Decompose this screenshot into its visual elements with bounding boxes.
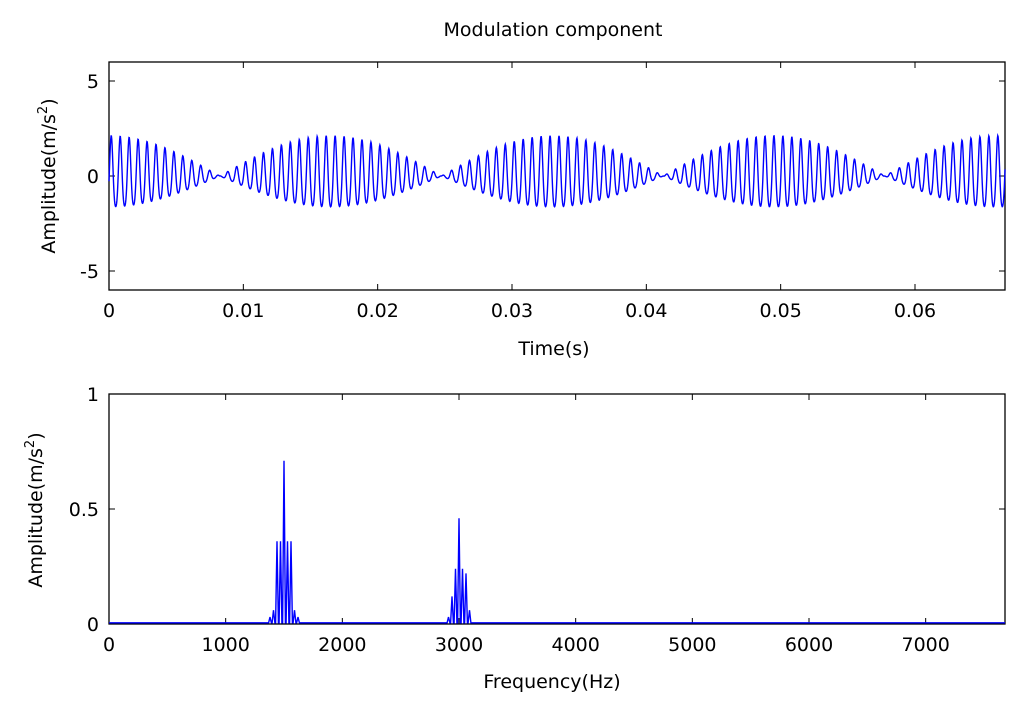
time-x-tick-label: 0.04: [625, 300, 667, 322]
time-x-ticks: 0 0.01 0.02 0.03 0.04 0.05 0.06: [103, 62, 936, 322]
spectrum-y-tick-label: 1: [87, 384, 99, 406]
time-y-tick-label: 0: [87, 166, 99, 188]
spectrum-x-tick-label: 0: [103, 634, 115, 656]
spectrum-plot-axes: [108, 393, 1006, 625]
time-plot: 0 0.01 0.02 0.03 0.04 0.05 0.06 -505 Time(s) A…: [36, 61, 1006, 360]
time-x-tick-label: 0.02: [357, 300, 399, 322]
time-y-axis-label: Amplitude(m/s2): [36, 98, 60, 253]
time-x-axis-label: Time(s): [517, 338, 589, 360]
time-y-tick-label: -5: [80, 261, 99, 283]
time-x-tick-label: 0: [103, 300, 115, 322]
spectrum-x-tick-label: 6000: [785, 634, 833, 656]
time-y-ticks: -5 0 5: [80, 71, 1005, 283]
time-x-tick-label: 0.06: [894, 300, 936, 322]
time-x-tick-label: 0.01: [222, 300, 264, 322]
spectrum-y-tick-label: 0.5: [69, 499, 99, 521]
spectrum-x-tick-label: 5000: [668, 634, 716, 656]
spectrum-x-tick-label: 1000: [201, 634, 249, 656]
spectrum-x-axis-label: Frequency(Hz): [483, 671, 620, 693]
spectrum-y-ticks: 00.51: [69, 384, 1005, 636]
spectrum-line: [109, 460, 1005, 624]
spectrum-x-tick-label: 3000: [435, 634, 483, 656]
spectrum-x-tick-label: 2000: [318, 634, 366, 656]
time-x-tick-label: 0.03: [491, 300, 533, 322]
spectrum-y-tick-label: 0: [87, 614, 99, 636]
spectrum-x-ticks: 0 1000 2000 3000 4000 5000 6000 7000: [103, 394, 950, 656]
spectrum-y-axis-label: Amplitude(m/s2): [23, 432, 47, 587]
figure-title: Modulation component: [444, 19, 663, 41]
time-signal-line: [108, 132, 1006, 208]
spectrum-x-tick-label: 4000: [551, 634, 599, 656]
spectrum-x-tick-label: 7000: [901, 634, 949, 656]
time-y-tick-label: 5: [87, 71, 99, 93]
spectrum-plot: 0 1000 2000 3000 4000 5000 6000 7000 00.51 Freq…: [23, 384, 1006, 693]
time-x-tick-label: 0.05: [760, 300, 802, 322]
